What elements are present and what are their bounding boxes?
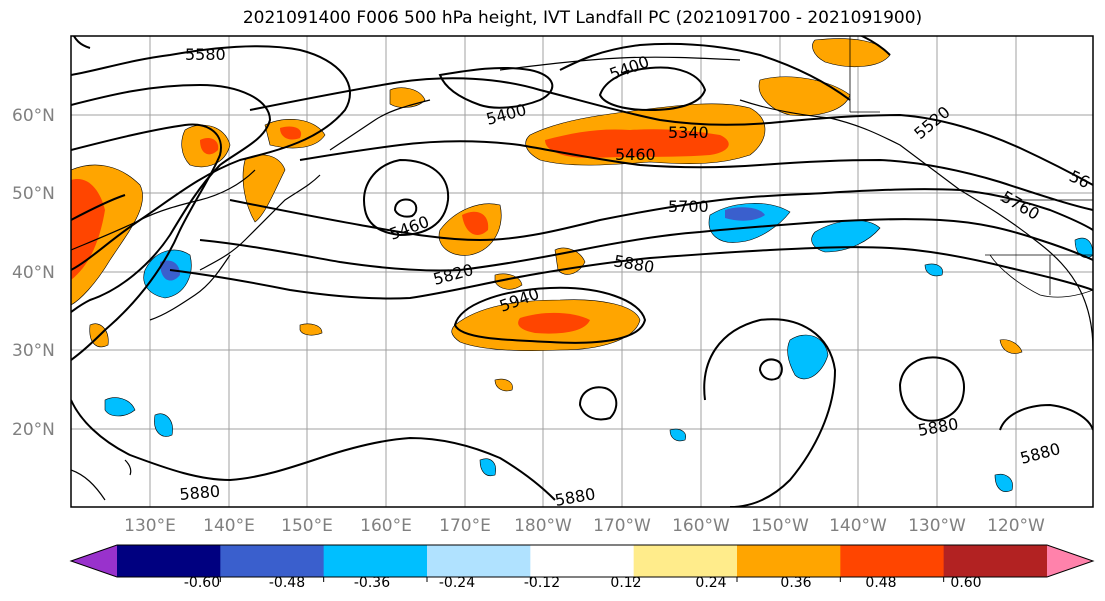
contour-label: 5880 — [179, 482, 221, 504]
longitude-labels: 130°E 140°E 150°E 160°E 170°E 180°W 170°… — [124, 516, 1045, 536]
colorbar-tick-label: -0.60 — [184, 575, 220, 591]
lon-label: 150°E — [281, 516, 333, 536]
map-title: 2021091400 F006 500 hPa height, IVT Land… — [242, 8, 923, 28]
colorbar-tick-label: -0.48 — [269, 575, 305, 591]
lat-label: 20°N — [12, 420, 55, 440]
colorbar-segment — [737, 545, 841, 577]
lon-label: 140°W — [829, 516, 887, 536]
contour-label: 5460 — [615, 145, 656, 164]
lon-label: 150°W — [751, 516, 809, 536]
colorbar-extend-low — [71, 545, 117, 577]
colorbar-segment — [117, 545, 221, 577]
contour-label: 5580 — [185, 45, 226, 64]
colorbar-segment — [220, 545, 325, 577]
colorbar-segment — [943, 545, 1048, 577]
ivt-negative-shading — [104, 203, 1093, 492]
lat-label: 60°N — [12, 106, 55, 126]
lon-label: 130°E — [124, 516, 176, 536]
contour-label: 5700 — [668, 197, 709, 216]
lat-label: 30°N — [12, 341, 55, 361]
colorbar-segment — [633, 545, 738, 577]
height-contours — [71, 36, 1093, 507]
lon-label: 160°W — [672, 516, 730, 536]
colorbar-tick-label: -0.12 — [524, 575, 560, 591]
latitude-labels: 60°N 50°N 40°N 30°N 20°N — [12, 106, 55, 440]
colorbar-extend-high — [1047, 545, 1093, 577]
lon-label: 170°E — [439, 516, 491, 536]
colorbar-segment — [840, 545, 945, 577]
colorbar — [69, 544, 1095, 582]
colorbar-tick-label: 0.48 — [865, 575, 896, 591]
colorbar-segment — [323, 545, 428, 577]
lat-label: 40°N — [12, 263, 55, 283]
map-frame — [70, 35, 1094, 508]
colorbar-tick-label: 0.24 — [695, 575, 726, 591]
lon-label: 180°W — [514, 516, 572, 536]
lon-label: 120°W — [987, 516, 1045, 536]
colorbar-tick-label: 0.12 — [610, 575, 641, 591]
contour-label: 5880 — [553, 484, 596, 510]
lon-label: 160°E — [360, 516, 412, 536]
lat-label: 50°N — [12, 184, 55, 204]
lon-label: 140°E — [203, 516, 255, 536]
colorbar-tick-label: 0.60 — [950, 575, 981, 591]
lon-label: 170°W — [593, 516, 651, 536]
colorbar-segment — [530, 545, 635, 577]
colorbar-tick-label: -0.24 — [439, 575, 475, 591]
colorbar-outline — [69, 544, 1095, 578]
colorbar-labels: -0.60 -0.48 -0.36 -0.24 -0.12 0.12 0.24 … — [184, 575, 982, 591]
colorbar-tick-label: -0.36 — [354, 575, 390, 591]
lon-label: 130°W — [908, 516, 966, 536]
colorbar-tick-label: 0.36 — [780, 575, 811, 591]
contour-label: 5340 — [668, 123, 709, 142]
colorbar-segment — [427, 545, 531, 577]
